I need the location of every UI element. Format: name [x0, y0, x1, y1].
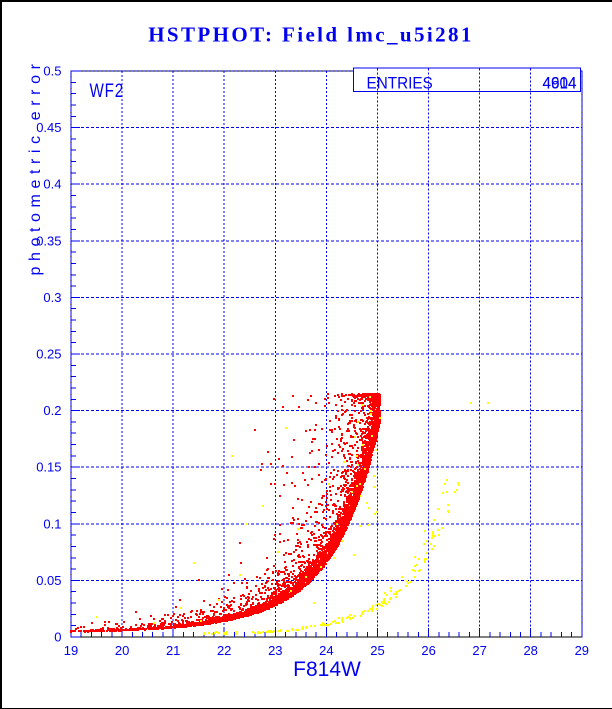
svg-text:0.35: 0.35	[36, 233, 61, 248]
svg-text:23: 23	[268, 643, 282, 658]
svg-text:0.15: 0.15	[36, 460, 61, 475]
svg-text:ENTRIES: ENTRIES	[367, 74, 433, 93]
svg-text:WF2: WF2	[90, 79, 124, 101]
svg-text:28: 28	[523, 643, 537, 658]
svg-text:24: 24	[319, 643, 333, 658]
svg-text:22: 22	[217, 643, 231, 658]
svg-text:photometric error: photometric error	[27, 58, 44, 275]
svg-text:26: 26	[421, 643, 435, 658]
svg-text:27: 27	[472, 643, 486, 658]
svg-text:0.3: 0.3	[43, 290, 61, 305]
svg-text:0.2: 0.2	[43, 403, 61, 418]
svg-text:0.5: 0.5	[43, 64, 61, 79]
svg-text:0.45: 0.45	[36, 120, 61, 135]
svg-text:0.1: 0.1	[43, 516, 61, 531]
svg-text:4914: 4914	[542, 74, 576, 93]
svg-text:20: 20	[115, 643, 129, 658]
svg-text:0.25: 0.25	[36, 347, 61, 362]
svg-text:4604: 4604	[542, 74, 576, 93]
svg-text:HSTPHOT: Field lmc_u5i281: HSTPHOT: Field lmc_u5i281	[148, 23, 474, 47]
svg-text:29: 29	[575, 643, 589, 658]
svg-text:19: 19	[64, 643, 78, 658]
svg-text:21: 21	[166, 643, 180, 658]
svg-text:F814W: F814W	[293, 658, 361, 681]
svg-text:0.4: 0.4	[43, 177, 61, 192]
svg-text:0.05: 0.05	[36, 573, 61, 588]
svg-text:0: 0	[54, 630, 61, 645]
svg-text:25: 25	[370, 643, 384, 658]
